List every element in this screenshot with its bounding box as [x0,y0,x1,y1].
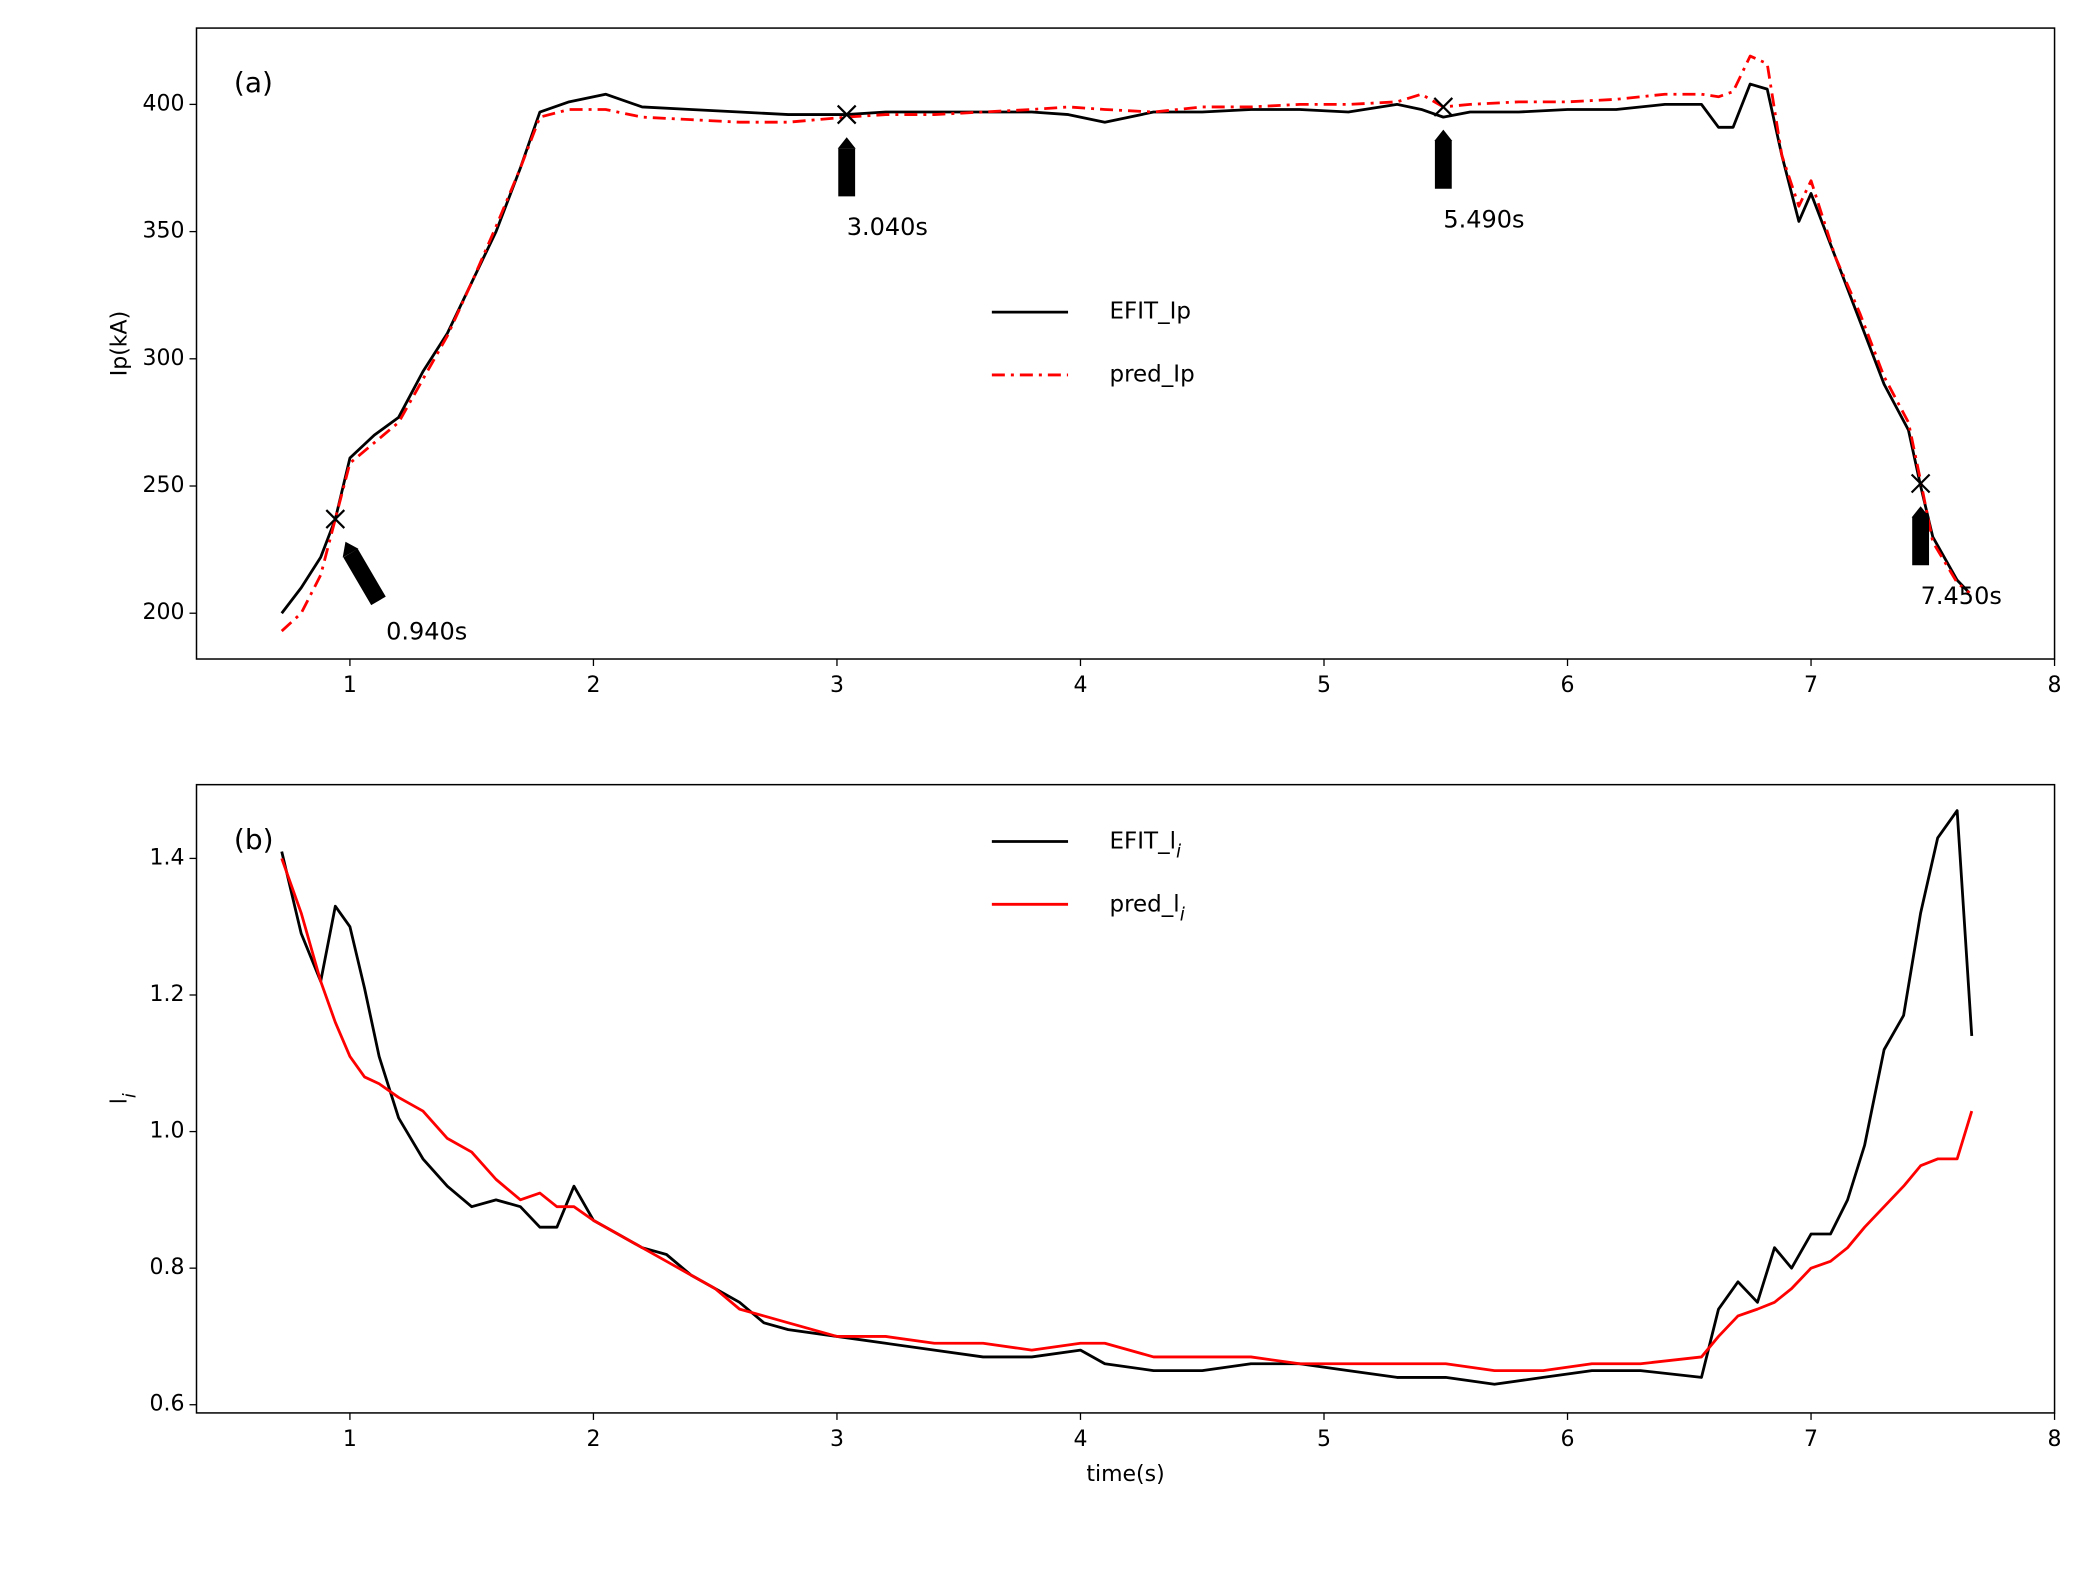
annotation-label: 7.450s [1921,582,2002,610]
plot-frame [195,27,2056,660]
y-tick-label: 250 [143,473,185,498]
annotation-marker [1433,97,1454,117]
y-tick-label: 300 [143,346,185,371]
y-axis-label: li [108,1093,141,1104]
y-tick-label: 1.4 [150,845,185,870]
x-tick-label: 3 [830,673,844,698]
x-tick-label: 8 [2048,673,2062,698]
x-tick-label: 6 [1561,673,1575,698]
y-axis-label: Ip(kA) [108,311,133,376]
panel-label: (a) [234,66,273,99]
annotation-label: 3.040s [847,213,928,241]
x-tick-label: 6 [1561,1427,1575,1452]
y-tick-label: 350 [143,219,185,244]
legend-label: pred_Ip [1109,361,1194,387]
series-line [280,809,1974,1386]
annotation-marker [1910,473,1931,494]
y-tick-label: 200 [143,600,185,625]
plot-frame [195,783,2056,1414]
x-tick-label: 4 [1073,673,1087,698]
annotation-arrow-head [342,541,359,558]
series-line [280,54,1971,633]
x-tick-label: 3 [830,1427,844,1452]
series-line [280,82,1971,615]
x-tick-label: 8 [2048,1427,2062,1452]
annotation-arrow-head [837,137,856,149]
series-line [280,857,1974,1372]
x-tick-label: 7 [1804,1427,1818,1452]
y-tick-label: 1.0 [150,1119,185,1144]
x-tick-label: 1 [343,1427,357,1452]
annotation-arrow-head [1434,129,1453,142]
legend-label: pred_li [1109,891,1185,925]
x-tick-label: 1 [343,673,357,698]
legend-label: EFIT_Ip [1109,299,1190,325]
annotation-marker [836,104,857,125]
x-axis-label: time(s) [1086,1462,1164,1487]
y-tick-label: 0.6 [150,1392,185,1417]
legend-label: EFIT_li [1109,828,1181,862]
y-tick-label: 400 [143,91,185,116]
x-tick-label: 7 [1804,673,1818,698]
annotation-arrow-head [1911,506,1930,518]
y-tick-label: 0.8 [150,1255,185,1280]
x-tick-label: 4 [1073,1427,1087,1452]
x-tick-label: 2 [586,673,600,698]
annotation-label: 0.940s [386,618,467,646]
x-tick-label: 5 [1317,1427,1331,1452]
annotation-label: 5.490s [1443,206,1524,234]
x-tick-label: 2 [586,1427,600,1452]
annotation-arrow [343,548,386,606]
annotation-marker [325,509,346,529]
x-tick-label: 5 [1317,673,1331,698]
panel-label: (b) [234,823,274,856]
y-tick-label: 1.2 [150,982,185,1007]
